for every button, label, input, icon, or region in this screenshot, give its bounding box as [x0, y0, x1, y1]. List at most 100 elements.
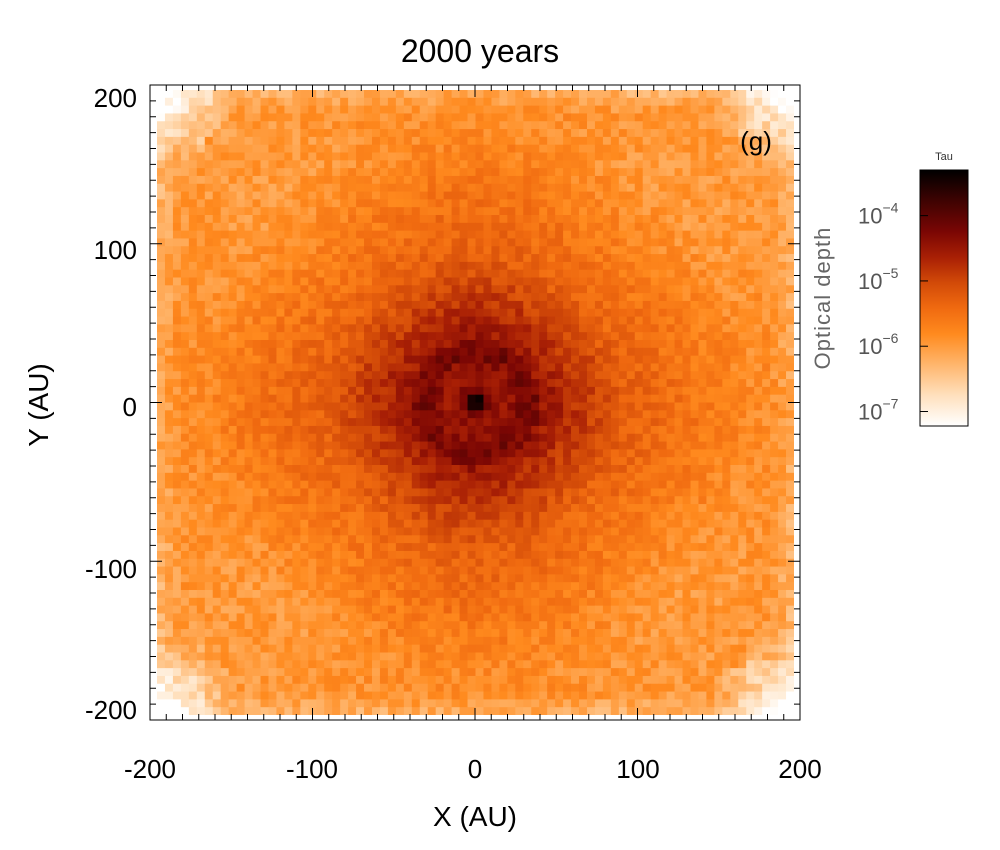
- heatmap-cell: [586, 488, 596, 497]
- heatmap-cell: [260, 277, 269, 286]
- heatmap-cell: [618, 394, 628, 403]
- heatmap-cell: [467, 246, 476, 255]
- heatmap-cell: [722, 425, 731, 435]
- heatmap-cell: [260, 144, 269, 153]
- heatmap-cell: [499, 535, 508, 544]
- heatmap-cell: [714, 152, 723, 161]
- heatmap-cell: [706, 480, 715, 489]
- heatmap-cell: [387, 511, 397, 521]
- heatmap-cell: [427, 535, 437, 544]
- heatmap-cell: [467, 425, 476, 435]
- heatmap-cell: [634, 285, 644, 294]
- heatmap-cell: [316, 480, 325, 489]
- heatmap-cell: [786, 254, 794, 263]
- heatmap-cell: [371, 129, 381, 138]
- heatmap-cell: [738, 129, 747, 138]
- heatmap-cell: [371, 441, 381, 450]
- heatmap-cell: [634, 340, 644, 349]
- heatmap-cell: [770, 480, 779, 489]
- heatmap-cell: [499, 285, 508, 294]
- heatmap-cell: [642, 519, 652, 528]
- heatmap-cell: [300, 160, 309, 169]
- heatmap-cell: [395, 527, 405, 536]
- heatmap-cell: [268, 418, 277, 427]
- heatmap-cell: [371, 355, 381, 364]
- heatmap-cell: [172, 402, 182, 411]
- heatmap-cell: [228, 543, 238, 552]
- heatmap-cell: [523, 222, 532, 232]
- heatmap-cell: [786, 113, 794, 122]
- heatmap-cell: [212, 355, 222, 364]
- heatmap-cell: [196, 246, 206, 255]
- heatmap-cell: [730, 543, 739, 552]
- heatmap-cell: [292, 465, 301, 474]
- heatmap-cell: [292, 340, 301, 349]
- heatmap-cell: [220, 472, 230, 482]
- heatmap-cell: [427, 207, 437, 216]
- heatmap-cell: [650, 480, 660, 489]
- heatmap-cell: [674, 215, 683, 224]
- heatmap-cell: [371, 465, 381, 474]
- heatmap-cell: [714, 316, 723, 325]
- heatmap-cell: [475, 371, 484, 380]
- heatmap-cell: [316, 457, 325, 466]
- heatmap-cell: [252, 199, 261, 208]
- heatmap-cell: [579, 168, 588, 177]
- heatmap-cell: [419, 121, 429, 130]
- heatmap-cell: [212, 230, 222, 239]
- heatmap-cell: [316, 425, 325, 435]
- heatmap-cell: [515, 543, 524, 552]
- heatmap-cell: [547, 175, 556, 185]
- heatmap-cell: [467, 269, 476, 278]
- heatmap-cell: [244, 168, 253, 177]
- heatmap-cell: [395, 332, 405, 341]
- heatmap-cell: [411, 316, 421, 325]
- heatmap-cell: [395, 441, 405, 450]
- heatmap-cell: [658, 316, 667, 325]
- heatmap-cell: [778, 136, 787, 146]
- heatmap-cell: [706, 535, 715, 544]
- heatmap-cell: [316, 574, 325, 583]
- heatmap-cell: [523, 488, 532, 497]
- heatmap-cell: [547, 441, 556, 450]
- heatmap-cell: [356, 566, 365, 575]
- heatmap-cell: [411, 199, 421, 208]
- heatmap-cell: [531, 363, 540, 372]
- heatmap-cell: [268, 261, 277, 271]
- heatmap-cell: [212, 418, 222, 427]
- heatmap-cell: [754, 472, 763, 482]
- heatmap-cell: [698, 285, 707, 294]
- heatmap-cell: [228, 425, 238, 435]
- heatmap-cell: [172, 519, 182, 528]
- heatmap-cell: [586, 347, 596, 357]
- heatmap-cell: [698, 175, 707, 185]
- heatmap-cell: [499, 410, 508, 419]
- heatmap-cell: [164, 324, 174, 333]
- heatmap-cell: [563, 527, 572, 536]
- heatmap-cell: [435, 386, 445, 396]
- heatmap-cell: [531, 269, 540, 278]
- heatmap-cell: [204, 105, 214, 114]
- heatmap-cell: [260, 308, 269, 317]
- heatmap-cell: [786, 472, 794, 482]
- heatmap-cell: [188, 472, 198, 482]
- heatmap-cell: [642, 425, 652, 435]
- heatmap-cell: [356, 191, 365, 200]
- heatmap-cell: [411, 144, 421, 153]
- heatmap-cell: [260, 504, 269, 513]
- heatmap-cell: [483, 519, 492, 528]
- heatmap-cell: [459, 230, 468, 239]
- heatmap-cell: [356, 457, 365, 466]
- heatmap-cell: [308, 402, 317, 411]
- heatmap-cell: [220, 144, 230, 153]
- heatmap-cell: [451, 175, 460, 185]
- heatmap-cell: [244, 246, 253, 255]
- heatmap-cell: [403, 386, 413, 396]
- heatmap-cell: [212, 519, 222, 528]
- heatmap-cell: [666, 550, 675, 560]
- heatmap-cell: [316, 90, 325, 99]
- heatmap-cell: [324, 543, 333, 552]
- heatmap-cell: [316, 277, 325, 286]
- heatmap-cell: [276, 90, 285, 99]
- heatmap-cell: [579, 496, 588, 505]
